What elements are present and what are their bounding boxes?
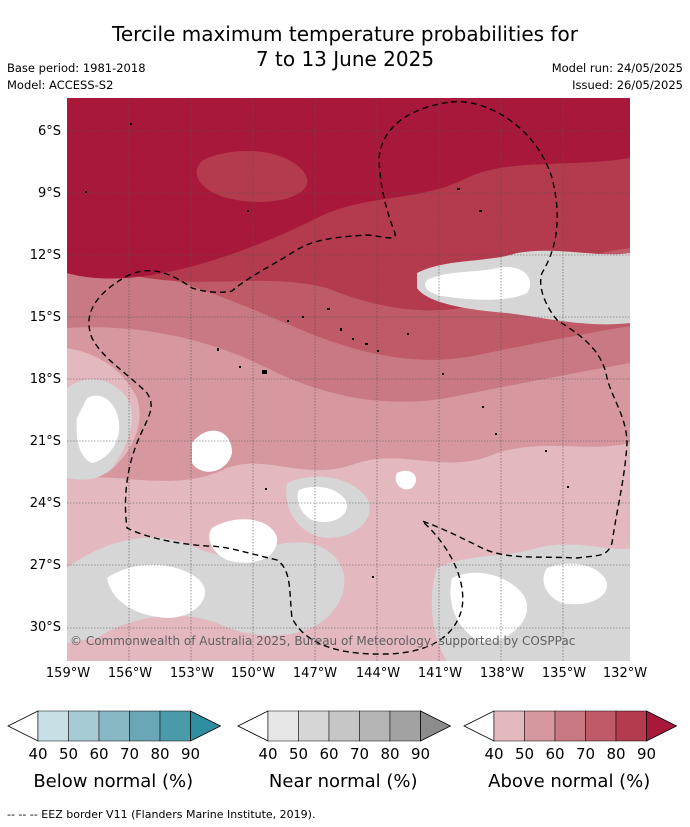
lat-label: 12°S <box>29 248 61 263</box>
above-colorbar-low-cap <box>463 710 495 742</box>
base-period: Base period: 1981-2018 <box>7 61 146 75</box>
lat-label: 27°S <box>29 558 61 573</box>
above-colorbar-segment <box>615 710 647 742</box>
lat-label: 30°S <box>29 620 61 635</box>
below-colorbar-segment <box>98 710 130 742</box>
below-colorbar-segment <box>68 710 100 742</box>
lon-label: 159°W <box>45 666 91 681</box>
lat-label: 15°S <box>29 310 61 325</box>
near-colorbar-tick: 80 <box>380 745 400 763</box>
lat-label: 18°S <box>29 372 61 387</box>
above-colorbar-segment <box>524 710 556 742</box>
near-colorbar-tick: 40 <box>258 745 278 763</box>
below-colorbar-tick: 70 <box>119 745 140 763</box>
below-colorbar-label: Below normal (%) <box>33 771 194 792</box>
near-colorbar-tick: 90 <box>410 745 431 763</box>
lon-label: 141°W <box>417 666 463 681</box>
model-info: Base period: 1981-2018 Model: ACCESS-S2 <box>7 60 146 94</box>
near-colorbar-segment <box>298 710 330 742</box>
near-colorbar-high-cap <box>420 710 452 742</box>
above-colorbar-segment <box>554 710 586 742</box>
lon-label: 156°W <box>107 666 153 681</box>
near-colorbar-segment <box>328 710 360 742</box>
near-colorbar-tick: 60 <box>319 745 339 763</box>
near-colorbar-tick: 70 <box>349 745 370 763</box>
below-colorbar-tick: 80 <box>150 745 170 763</box>
lat-label: 6°S <box>37 124 61 139</box>
white-southeast-2 <box>543 563 608 605</box>
lon-label: 144°W <box>355 666 401 681</box>
white-south-1 <box>107 564 206 618</box>
lon-label: 132°W <box>602 666 648 681</box>
title-line-1: Tercile maximum temperature probabilitie… <box>112 22 578 46</box>
near-normal-east-white <box>425 267 531 300</box>
model-run: Model run: 24/05/2025 <box>551 61 683 75</box>
probability-map <box>67 98 630 661</box>
lon-label: 135°W <box>541 666 587 681</box>
white-southeast <box>450 572 528 643</box>
below-colorbar-segment <box>37 710 69 742</box>
eez-footnote: -- -- -- EEZ border V11 (Flanders Marine… <box>7 808 316 821</box>
below-colorbar-tick: 90 <box>180 745 201 763</box>
above-colorbar-segment <box>493 710 525 742</box>
below-colorbar-tick: 40 <box>28 745 48 763</box>
eez-border <box>88 100 628 655</box>
below-colorbar-segment <box>129 710 161 742</box>
near-colorbar-segment <box>359 710 391 742</box>
lat-label: 21°S <box>29 434 61 449</box>
above-colorbar-tick: 70 <box>575 745 596 763</box>
white-south-2 <box>209 519 278 563</box>
above-colorbar <box>463 710 678 742</box>
near-colorbar <box>237 710 452 742</box>
copyright-credit: © Commonwealth of Australia 2025, Bureau… <box>70 634 576 648</box>
run-info: Model run: 24/05/2025 Issued: 26/05/2025 <box>552 60 683 94</box>
near-colorbar-segment <box>267 710 299 742</box>
below-colorbar-low-cap <box>7 710 39 742</box>
above-colorbar-tick: 80 <box>606 745 626 763</box>
below-colorbar-segment <box>159 710 191 742</box>
near-colorbar-label: Near normal (%) <box>268 771 418 792</box>
lon-label: 153°W <box>169 666 215 681</box>
below-colorbar-high-cap <box>190 710 222 742</box>
lon-label: 150°W <box>230 666 276 681</box>
white-patch-2 <box>395 470 417 490</box>
below-colorbar-tick: 50 <box>58 745 79 763</box>
graticule <box>67 98 630 661</box>
below-colorbar <box>7 710 222 742</box>
islands <box>85 123 569 578</box>
near-normal-south <box>67 537 345 643</box>
white-west <box>76 395 120 463</box>
model-name: Model: ACCESS-S2 <box>7 78 114 92</box>
above-colorbar-tick: 60 <box>545 745 565 763</box>
below-colorbar-tick: 60 <box>89 745 109 763</box>
lat-label: 24°S <box>29 496 61 511</box>
above-80-patch <box>196 150 308 202</box>
above-colorbar-tick: 90 <box>636 745 657 763</box>
above-colorbar-segment <box>585 710 617 742</box>
title-line-2: 7 to 13 June 2025 <box>255 47 435 71</box>
lon-label: 147°W <box>292 666 338 681</box>
near-colorbar-low-cap <box>237 710 269 742</box>
lat-label: 9°S <box>37 186 61 201</box>
lon-label: 138°W <box>479 666 525 681</box>
above-colorbar-tick: 40 <box>484 745 504 763</box>
near-colorbar-segment <box>389 710 421 742</box>
above-colorbar-label: Above normal (%) <box>488 771 651 792</box>
issued-date: Issued: 26/05/2025 <box>572 78 683 92</box>
above-90-region <box>67 98 630 279</box>
near-colorbar-tick: 50 <box>288 745 309 763</box>
map-title: Tercile maximum temperature probabilitie… <box>0 22 690 72</box>
above-colorbar-high-cap <box>646 710 678 742</box>
white-center <box>297 486 348 523</box>
above-colorbar-tick: 50 <box>514 745 535 763</box>
